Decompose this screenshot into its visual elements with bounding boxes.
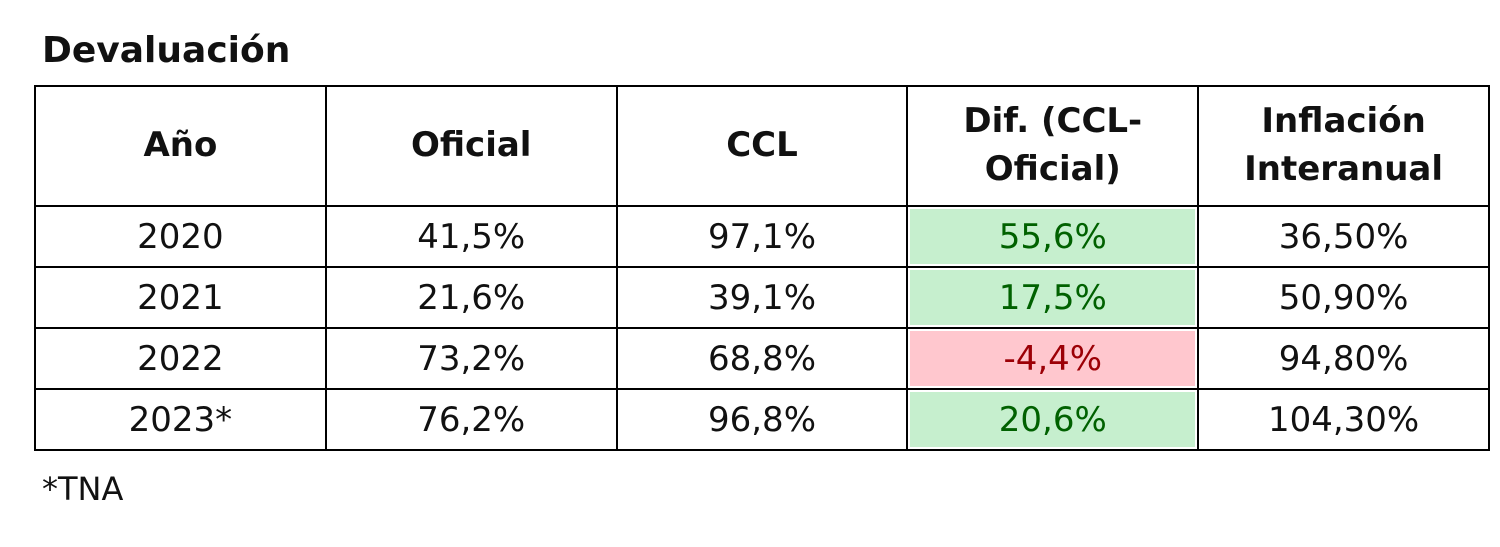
footnote: *TNA [42,470,124,508]
table-cell: -4,4% [906,327,1200,390]
table-cell: 73,2% [324,327,618,390]
table-cell: 36,50% [1197,205,1490,268]
header-cell: Dif. (CCL-Oficial) [906,85,1200,207]
table-cell: 21,6% [324,266,618,329]
table-head: Año Oficial CCL Dif. (CCL-Oficial) Inflación… [34,85,1490,207]
table-cell: 2022 [34,327,327,390]
table-cell: 55,6% [906,205,1200,268]
table-cell: 96,8% [615,388,909,451]
data-table: Año Oficial CCL Dif. (CCL-Oficial) Inflación… [34,85,1490,451]
header-cell: Oficial [324,85,618,207]
table-cell: 17,5% [906,266,1200,329]
table-title: Devaluación [42,30,291,71]
table-row: 2021 21,6% 39,1% 17,5% 50,90% [34,266,1490,329]
table-row: 2022 73,2% 68,8% -4,4% 94,80% [34,327,1490,390]
table-cell: 2023* [34,388,327,451]
table-cell: 2020 [34,205,327,268]
table-row: 2023* 76,2% 96,8% 20,6% 104,30% [34,388,1490,451]
header-cell: Inflación Interanual [1197,85,1490,207]
table-cell: 41,5% [324,205,618,268]
table-cell: 104,30% [1197,388,1490,451]
table-body: 2020 41,5% 97,1% 55,6% 36,50% 2021 21,6% 39,1% 1… [34,205,1490,451]
table-cell: 97,1% [615,205,909,268]
table-cell: 39,1% [615,266,909,329]
table-cell: 76,2% [324,388,618,451]
header-cell: Año [34,85,327,207]
table-row: 2020 41,5% 97,1% 55,6% 36,50% [34,205,1490,268]
table-cell: 2021 [34,266,327,329]
table-cell: 94,80% [1197,327,1490,390]
header-cell: CCL [615,85,909,207]
header-row: Año Oficial CCL Dif. (CCL-Oficial) Inflación… [34,85,1490,207]
table-cell: 50,90% [1197,266,1490,329]
table-cell: 20,6% [906,388,1200,451]
table-cell: 68,8% [615,327,909,390]
